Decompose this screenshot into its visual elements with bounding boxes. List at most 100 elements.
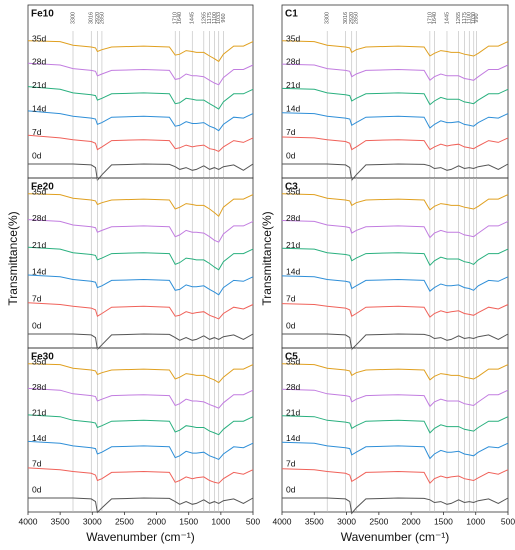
series-label: 0d — [32, 320, 42, 330]
reference-label: 1030 — [471, 12, 477, 24]
series-label: 7d — [286, 293, 296, 303]
panel-frame — [281, 177, 509, 349]
spectrum-line — [27, 219, 254, 243]
reference-label: 2850 — [99, 12, 105, 24]
spectrum-line — [281, 415, 509, 434]
series-label: 28d — [286, 57, 300, 67]
spectrum-line — [281, 220, 509, 239]
spectrum-line — [27, 134, 254, 152]
series-label: 21d — [32, 80, 46, 90]
spectrum-line — [282, 497, 509, 515]
series-label: 0d — [286, 484, 296, 494]
series-label: 35d — [32, 356, 46, 366]
x-tick-label: 3500 — [51, 516, 70, 526]
series-label: 0d — [32, 484, 42, 494]
panel-title: Fe20 — [31, 182, 54, 193]
reference-label: 990 — [474, 13, 480, 22]
y-axis-label: Transmittance(%) — [6, 211, 20, 305]
panel-title: Fe30 — [31, 352, 54, 363]
spectrum-line — [281, 63, 509, 82]
spectrum-line — [281, 136, 509, 151]
series-label: 28d — [32, 213, 46, 223]
spectrum-line — [281, 363, 509, 381]
reference-label: 3016 — [343, 12, 349, 24]
series-label: 35d — [286, 186, 300, 196]
x-tick-label: 500 — [501, 516, 515, 526]
reference-label: 1100 — [467, 12, 473, 24]
series-label: 0d — [286, 320, 296, 330]
x-tick-label: 3500 — [305, 516, 324, 526]
spectrum-line — [281, 193, 509, 211]
reference-label: 1265 — [456, 12, 462, 24]
reference-label: 960 — [221, 13, 227, 22]
spectrum-line — [27, 62, 254, 86]
series-label: 21d — [286, 407, 300, 417]
series-label: 7d — [32, 127, 42, 137]
series-label: 14d — [286, 103, 300, 113]
spectrum-line — [28, 497, 254, 514]
reference-label: 3300 — [325, 12, 331, 24]
x-tick-label: 2500 — [115, 516, 134, 526]
series-label: 0d — [32, 150, 42, 160]
series-label: 21d — [32, 407, 46, 417]
reference-label: 3016 — [89, 12, 95, 24]
x-tick-label: 2500 — [369, 516, 388, 526]
spectrum-line — [281, 303, 509, 318]
series-label: 14d — [286, 267, 300, 277]
x-tick-label: 1500 — [434, 516, 453, 526]
reference-label: 1100 — [212, 12, 218, 24]
spectrum-line — [27, 387, 254, 409]
reference-label: 2850 — [354, 12, 360, 24]
spectrum-line — [282, 163, 509, 182]
x-tick-label: 1500 — [179, 516, 198, 526]
spectrum-line — [281, 388, 509, 408]
spectrum-line — [281, 112, 509, 129]
series-label: 21d — [286, 80, 300, 90]
x-axis-label: Wavenumber (cm⁻¹) — [341, 530, 450, 544]
spectrum-line — [27, 363, 254, 384]
spectrum-line — [28, 333, 254, 351]
spectrum-line — [281, 275, 509, 292]
series-label: 35d — [32, 33, 46, 43]
reference-label: 1175 — [462, 12, 468, 24]
spectrum-line — [27, 440, 254, 461]
spectrum-line — [27, 193, 254, 217]
spectrum-line — [27, 302, 254, 320]
series-label: 14d — [32, 433, 46, 443]
reference-label: 1265 — [201, 12, 207, 24]
series-label: 21d — [286, 240, 300, 250]
series-label: 35d — [286, 356, 300, 366]
series-label: 14d — [32, 267, 46, 277]
x-tick-label: 500 — [246, 516, 260, 526]
x-tick-label: 4000 — [19, 516, 38, 526]
x-tick-label: 2000 — [147, 516, 166, 526]
panel-frame — [27, 4, 254, 179]
panel-title: C1 — [285, 9, 298, 20]
series-label: 14d — [286, 433, 300, 443]
series-label: 7d — [286, 127, 296, 137]
reference-label: 1640 — [432, 12, 438, 24]
x-tick-label: 3000 — [337, 516, 356, 526]
panel-title: Fe10 — [31, 9, 54, 20]
spectrum-line — [27, 246, 254, 271]
spectrum-line — [27, 274, 254, 296]
panel-title: C3 — [285, 182, 298, 193]
x-axis-label: Wavenumber (cm⁻¹) — [86, 530, 195, 544]
series-label: 28d — [286, 213, 300, 223]
panel-frame — [281, 347, 509, 513]
spectrum-line — [281, 247, 509, 267]
series-label: 28d — [32, 382, 46, 392]
spectrum-line — [28, 163, 254, 182]
spectrum-line — [281, 468, 509, 485]
spectrum-line — [27, 467, 254, 484]
x-tick-label: 2000 — [402, 516, 421, 526]
spectrum-line — [282, 333, 509, 351]
reference-label: 1640 — [177, 12, 183, 24]
series-label: 28d — [286, 382, 300, 392]
panel-title: C5 — [285, 352, 298, 363]
spectrum-line — [281, 87, 509, 106]
reference-label: 2920 — [95, 12, 101, 24]
reference-label: 2920 — [349, 12, 355, 24]
panel-frame — [27, 177, 254, 349]
reference-label: 1710 — [173, 12, 179, 24]
